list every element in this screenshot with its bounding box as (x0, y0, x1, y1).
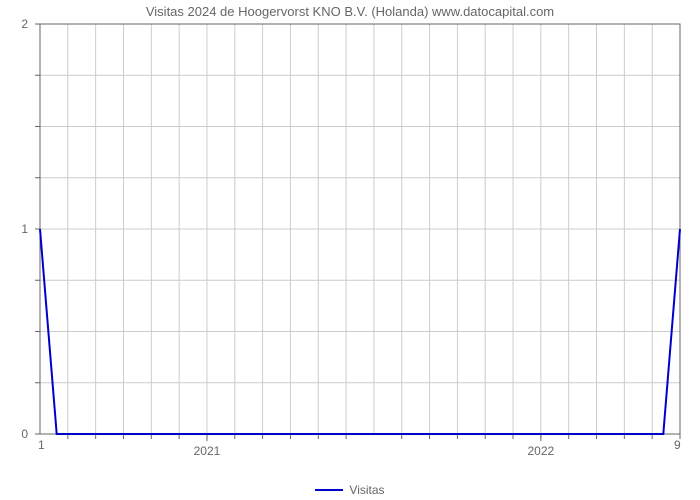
x-tick-label: 2021 (194, 444, 221, 458)
legend-label: Visitas (349, 483, 384, 497)
legend-item: Visitas (315, 483, 384, 497)
legend: Visitas (0, 478, 700, 497)
x-tick-label: 2022 (528, 444, 555, 458)
y-tick-label: 1 (0, 222, 28, 236)
chart-container: Visitas 2024 de Hoogervorst KNO B.V. (Ho… (0, 0, 700, 500)
chart-title: Visitas 2024 de Hoogervorst KNO B.V. (Ho… (0, 4, 700, 19)
legend-swatch (315, 489, 343, 491)
x-range-start-label: 1 (38, 438, 45, 452)
y-tick-label: 0 (0, 427, 28, 441)
x-range-end-label: 9 (674, 438, 681, 452)
plot-area (40, 24, 680, 434)
y-tick-label: 2 (0, 17, 28, 31)
